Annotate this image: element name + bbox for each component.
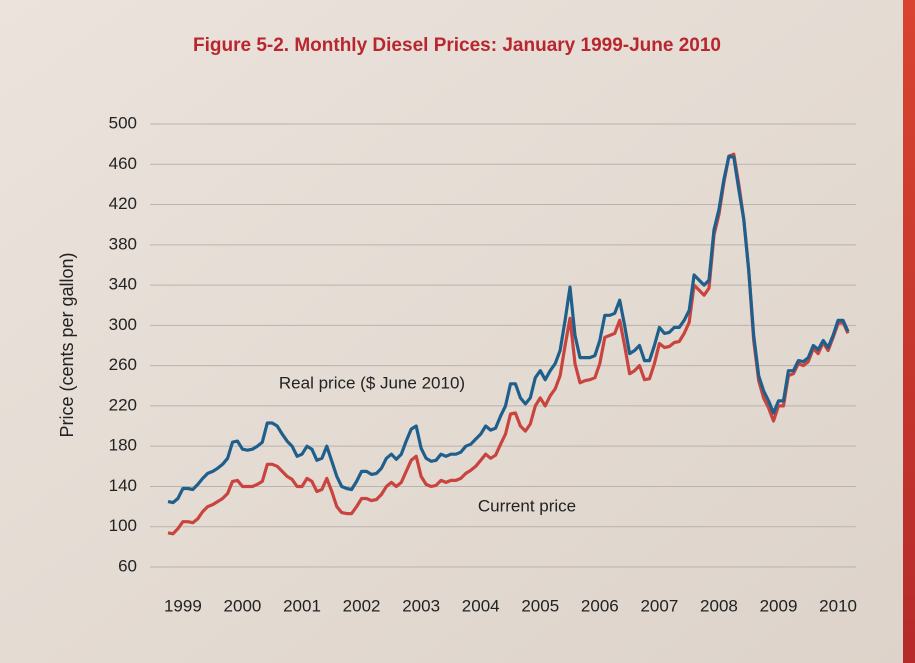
x-tick-label: 2007 — [640, 596, 678, 615]
y-tick-label: 460 — [109, 154, 137, 173]
y-tick-label: 380 — [109, 234, 137, 253]
chart-title: Figure 5-2. Monthly Diesel Prices: Janua… — [193, 35, 721, 56]
x-tick-label: 1999 — [164, 596, 202, 615]
x-tick-label: 2005 — [521, 596, 559, 615]
y-tick-label: 300 — [109, 315, 137, 334]
side-bar — [903, 0, 915, 663]
x-tick-label: 2009 — [760, 596, 798, 615]
y-tick-label: 180 — [109, 436, 137, 455]
y-axis-label: Price (cents per gallon) — [57, 252, 77, 437]
y-tick-label: 500 — [109, 113, 137, 132]
x-tick-label: 2006 — [581, 596, 619, 615]
x-tick-label: 2010 — [819, 596, 857, 615]
x-tick-label: 2008 — [700, 596, 738, 615]
y-tick-label: 140 — [109, 476, 137, 495]
line-series — [167, 154, 850, 505]
x-tick-label: 2001 — [283, 596, 321, 615]
y-tick-label: 340 — [109, 275, 137, 294]
x-tick-label: 2004 — [462, 596, 500, 615]
y-tick-label: 220 — [109, 395, 137, 414]
x-tick-label: 2002 — [343, 596, 381, 615]
y-tick-label: 260 — [109, 355, 137, 374]
y-tick-label: 420 — [109, 194, 137, 213]
x-tick-label: 2000 — [224, 596, 262, 615]
annotation: Real price ($ June 2010) — [279, 373, 465, 392]
x-tick-label: 2003 — [402, 596, 440, 615]
y-tick-label: 100 — [109, 516, 137, 535]
y-tick-label: 60 — [118, 556, 137, 575]
annotation: Current price — [478, 496, 576, 515]
